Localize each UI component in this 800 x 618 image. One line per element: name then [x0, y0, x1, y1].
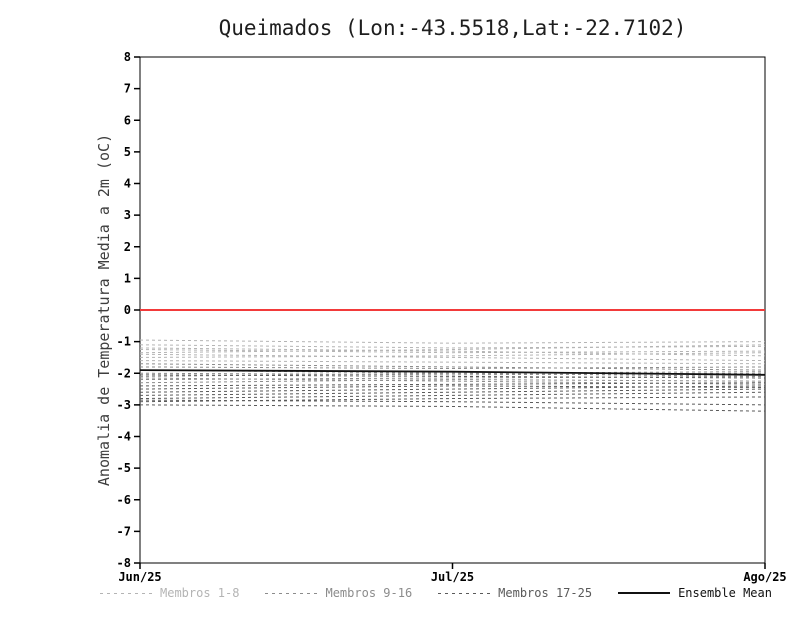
legend-line-sample-membros-1-8	[100, 592, 152, 594]
legend-item-ensemble-mean: Ensemble Mean	[618, 586, 772, 600]
svg-text:5: 5	[124, 145, 131, 159]
legend-item-membros-1-8: Membros 1-8	[100, 586, 239, 600]
svg-text:-3: -3	[117, 398, 131, 412]
svg-text:-5: -5	[117, 461, 131, 475]
svg-text:3: 3	[124, 208, 131, 222]
legend: Membros 1-8 Membros 9-16 Membros 17-25 E…	[100, 586, 772, 600]
legend-label-membros-17-25: Membros 17-25	[498, 586, 593, 600]
svg-text:-7: -7	[117, 524, 131, 538]
svg-text:Ago/25: Ago/25	[743, 570, 786, 584]
svg-text:-6: -6	[117, 493, 131, 507]
svg-text:-2: -2	[117, 366, 131, 380]
legend-label-membros-1-8: Membros 1-8	[160, 586, 240, 600]
svg-text:Jul/25: Jul/25	[431, 570, 474, 584]
legend-item-membros-17-25: Membros 17-25	[438, 586, 592, 600]
svg-text:4: 4	[124, 177, 131, 191]
svg-text:-1: -1	[117, 335, 131, 349]
svg-text:7: 7	[124, 82, 131, 96]
svg-text:Jun/25: Jun/25	[118, 570, 161, 584]
svg-text:0: 0	[124, 303, 131, 317]
svg-text:-8: -8	[117, 556, 131, 570]
svg-text:-4: -4	[117, 430, 131, 444]
legend-line-sample-membros-17-25	[438, 592, 491, 594]
svg-text:8: 8	[124, 50, 131, 64]
legend-label-ensemble-mean: Ensemble Mean	[678, 586, 772, 600]
chart-title: Queimados (Lon:-43.5518,Lat:-22.7102)	[218, 16, 687, 40]
legend-label-membros-9-16: Membros 9-16	[325, 586, 413, 600]
legend-line-sample-membros-9-16	[265, 592, 318, 594]
legend-line-sample-ensemble-mean	[618, 592, 671, 594]
svg-text:1: 1	[124, 271, 131, 285]
svg-text:2: 2	[124, 240, 131, 254]
svg-text:6: 6	[124, 113, 131, 127]
legend-item-membros-9-16: Membros 9-16	[265, 586, 412, 600]
